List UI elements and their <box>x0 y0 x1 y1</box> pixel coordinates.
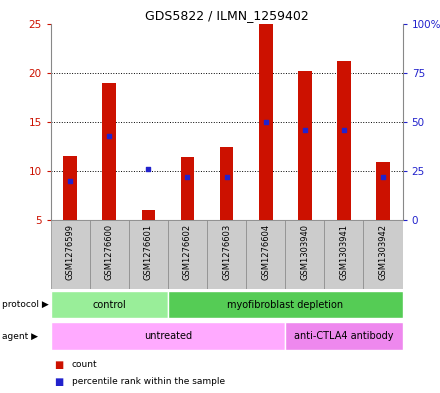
Text: untreated: untreated <box>144 331 192 341</box>
Point <box>223 174 230 180</box>
Bar <box>285 322 403 350</box>
Text: ■: ■ <box>55 360 67 370</box>
Point <box>301 127 308 133</box>
Bar <box>298 71 312 220</box>
Bar <box>363 220 403 289</box>
Bar <box>142 210 155 220</box>
Text: percentile rank within the sample: percentile rank within the sample <box>72 378 225 386</box>
Bar <box>103 83 116 220</box>
Text: count: count <box>72 360 97 369</box>
Bar <box>337 61 351 220</box>
Text: ■: ■ <box>55 377 67 387</box>
Bar <box>259 24 272 220</box>
Bar <box>51 322 285 350</box>
Title: GDS5822 / ILMN_1259402: GDS5822 / ILMN_1259402 <box>145 9 308 22</box>
Text: anti-CTLA4 antibody: anti-CTLA4 antibody <box>294 331 394 341</box>
Text: GSM1303940: GSM1303940 <box>301 224 309 279</box>
Bar <box>129 220 168 289</box>
Bar <box>207 220 246 289</box>
Bar <box>168 291 403 318</box>
Text: GSM1276599: GSM1276599 <box>66 224 75 279</box>
Point <box>106 132 113 139</box>
Text: GSM1276600: GSM1276600 <box>105 224 114 280</box>
Bar <box>246 220 285 289</box>
Bar <box>90 220 129 289</box>
Text: myofibroblast depletion: myofibroblast depletion <box>227 299 343 310</box>
Bar <box>63 156 77 220</box>
Bar <box>168 220 207 289</box>
Text: GSM1276601: GSM1276601 <box>144 224 153 280</box>
Bar <box>181 157 194 220</box>
Text: protocol ▶: protocol ▶ <box>2 300 49 309</box>
Text: GSM1276603: GSM1276603 <box>222 224 231 280</box>
Text: agent ▶: agent ▶ <box>2 332 38 340</box>
Bar <box>376 162 390 220</box>
Text: control: control <box>92 299 126 310</box>
Point <box>184 174 191 180</box>
Point <box>341 127 348 133</box>
Bar <box>324 220 363 289</box>
Point <box>145 166 152 172</box>
Bar <box>51 220 90 289</box>
Text: GSM1276604: GSM1276604 <box>261 224 270 280</box>
Text: GSM1276602: GSM1276602 <box>183 224 192 280</box>
Point <box>262 119 269 125</box>
Bar <box>220 147 234 220</box>
Point <box>380 174 387 180</box>
Bar <box>51 291 168 318</box>
Text: GSM1303941: GSM1303941 <box>339 224 348 279</box>
Text: GSM1303942: GSM1303942 <box>378 224 388 279</box>
Point <box>66 178 73 184</box>
Bar <box>285 220 324 289</box>
